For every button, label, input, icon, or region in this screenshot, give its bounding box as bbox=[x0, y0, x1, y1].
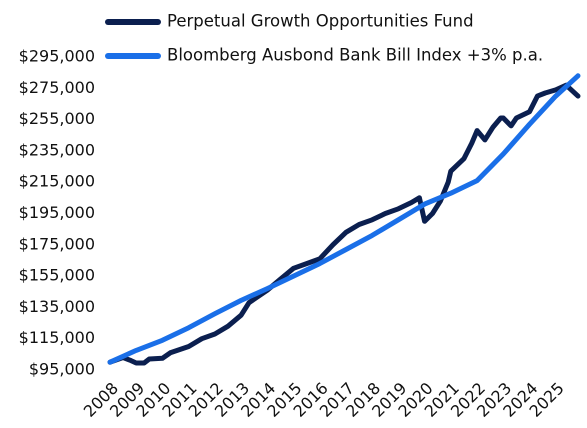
y-tick-label: $235,000 bbox=[19, 140, 95, 159]
y-tick-label: $215,000 bbox=[19, 172, 95, 191]
y-tick-label: $275,000 bbox=[19, 78, 95, 97]
y-tick-label: $295,000 bbox=[19, 47, 95, 66]
y-tick-label: $195,000 bbox=[19, 203, 95, 222]
legend-label: Perpetual Growth Opportunities Fund bbox=[167, 12, 474, 31]
y-tick-label: $155,000 bbox=[19, 266, 95, 285]
legend-label: Bloomberg Ausbond Bank Bill Index +3% p.… bbox=[167, 46, 543, 65]
y-tick-label: $115,000 bbox=[19, 328, 95, 347]
y-tick-label: $175,000 bbox=[19, 234, 95, 253]
series-line bbox=[107, 82, 581, 366]
y-tick-label: $255,000 bbox=[19, 109, 95, 128]
y-tick-label: $95,000 bbox=[29, 360, 95, 379]
y-tick-label: $135,000 bbox=[19, 297, 95, 316]
series-line bbox=[107, 73, 581, 365]
